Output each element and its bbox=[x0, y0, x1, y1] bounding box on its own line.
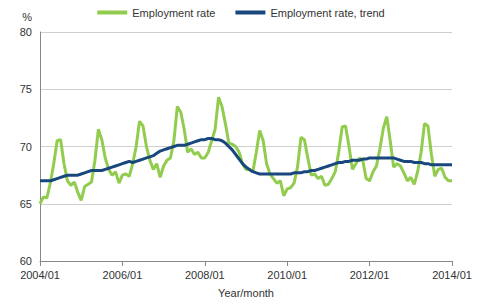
svg-text:2004/01: 2004/01 bbox=[20, 269, 60, 281]
svg-text:2014/01: 2014/01 bbox=[432, 269, 472, 281]
svg-text:70: 70 bbox=[20, 141, 32, 153]
svg-text:%: % bbox=[22, 11, 32, 23]
svg-text:60: 60 bbox=[20, 255, 32, 267]
svg-text:Employment rate: Employment rate bbox=[132, 7, 215, 19]
svg-text:2008/01: 2008/01 bbox=[185, 269, 225, 281]
svg-text:Year/month: Year/month bbox=[218, 287, 274, 299]
svg-text:2010/01: 2010/01 bbox=[267, 269, 307, 281]
svg-text:65: 65 bbox=[20, 198, 32, 210]
svg-text:80: 80 bbox=[20, 26, 32, 38]
svg-text:75: 75 bbox=[20, 83, 32, 95]
svg-text:2012/01: 2012/01 bbox=[350, 269, 390, 281]
svg-text:2006/01: 2006/01 bbox=[103, 269, 143, 281]
svg-text:Employment rate, trend: Employment rate, trend bbox=[270, 7, 384, 19]
